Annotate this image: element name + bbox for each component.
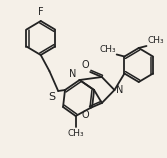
Text: O: O [82, 60, 89, 70]
Text: O: O [82, 110, 89, 120]
Text: F: F [38, 7, 44, 17]
Text: N: N [69, 69, 77, 79]
Text: S: S [48, 92, 55, 102]
Text: CH₃: CH₃ [147, 36, 164, 45]
Text: N: N [116, 85, 124, 95]
Text: CH₃: CH₃ [67, 129, 84, 138]
Text: CH₃: CH₃ [99, 45, 116, 54]
